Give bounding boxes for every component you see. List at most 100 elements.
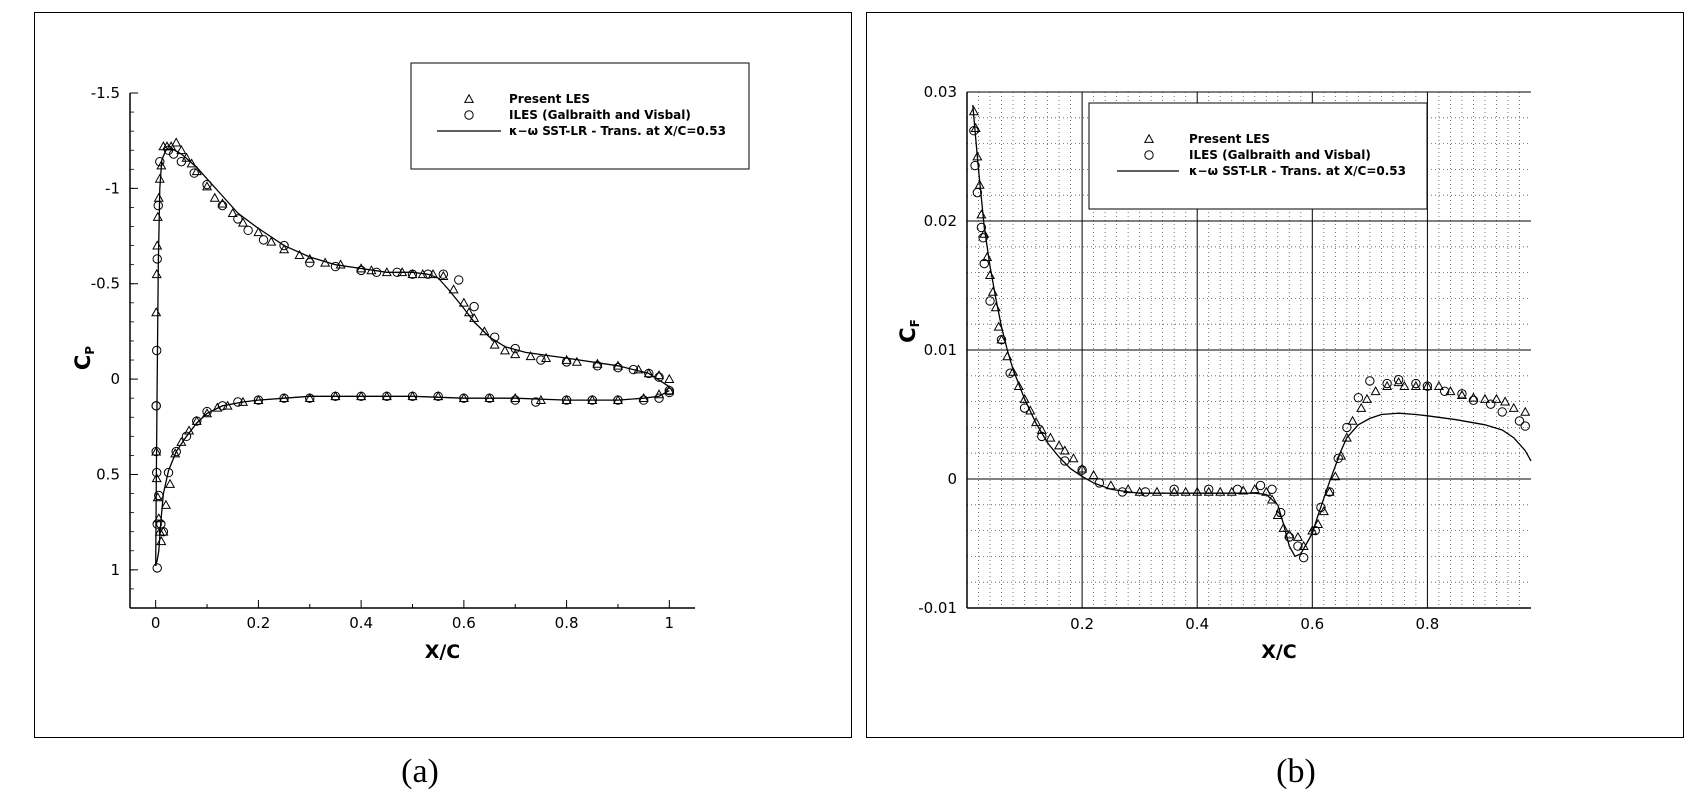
b-les-point <box>1330 471 1341 481</box>
b-les-point <box>993 321 1004 331</box>
a-les-point <box>592 358 603 368</box>
a-iles-point <box>561 395 572 405</box>
b-les-point <box>1382 380 1393 390</box>
a-series-les <box>151 137 675 546</box>
a-les-point <box>612 360 624 370</box>
a-les-point <box>186 158 197 168</box>
a-les-point <box>184 425 195 435</box>
a-les-point <box>266 236 277 246</box>
b-iles-point <box>1324 487 1335 497</box>
a-les-point <box>304 392 315 403</box>
b-iles-point <box>1342 422 1352 433</box>
a-les-point <box>561 354 572 364</box>
b-iles-point <box>1382 378 1392 389</box>
a-les-point <box>458 297 469 307</box>
a-les-point <box>176 436 187 446</box>
b-les-point <box>1468 392 1479 402</box>
b-les-point <box>1019 393 1030 403</box>
a-les-point <box>152 240 163 250</box>
a-iles-point <box>154 490 164 501</box>
a-legend-label-0: Present LES <box>509 92 590 106</box>
a-iles-point <box>664 387 675 398</box>
a-les-point <box>176 144 187 155</box>
a-les-point <box>153 192 164 202</box>
b-iles-point <box>972 187 983 198</box>
b-x-tick-label: 0.6 <box>1300 615 1324 633</box>
a-les-point <box>191 165 202 176</box>
a-sst-upper-curve <box>155 147 670 567</box>
a-les-point <box>407 268 418 279</box>
a-legend-label-2: κ−ω SST-LR - Trans. at X/C=0.53 <box>509 124 726 138</box>
chart-a-svg: 0 0.2 0.4 0.6 0.8 1 -1.5 -1 -0.5 0 0.5 1 X/C CP Presen… <box>71 62 750 663</box>
b-iles-point <box>1077 465 1087 475</box>
a-iles-point <box>168 149 179 159</box>
a-les-point <box>165 478 176 488</box>
b-iles-point <box>1204 484 1214 495</box>
b-iles-point <box>985 296 995 306</box>
a-les-point <box>561 394 572 404</box>
b-iles-point <box>1232 484 1243 495</box>
a-iles-point <box>587 395 597 405</box>
b-iles-point <box>969 126 979 136</box>
a-iles-point <box>158 527 169 537</box>
a-les-point <box>469 312 480 322</box>
a-les-point <box>664 373 675 383</box>
b-les-point <box>1031 417 1042 427</box>
b-les-point <box>970 122 981 132</box>
a-y-axis-title: CP <box>71 346 97 370</box>
a-iles-point <box>459 393 469 403</box>
a-iles-point <box>407 391 418 401</box>
a-iles-point <box>163 467 174 478</box>
a-iles-point <box>217 200 228 211</box>
a-les-point <box>335 259 346 269</box>
b-iles-point <box>1060 456 1070 466</box>
a-les-point <box>171 137 182 147</box>
a-legend-label-1: ILES (Galbraith and Visbal) <box>509 108 691 122</box>
a-iles-point <box>279 393 289 403</box>
a-les-point <box>535 394 546 404</box>
b-les-point <box>987 286 998 296</box>
b-iles-point <box>1486 399 1496 409</box>
b-les-point <box>1180 486 1191 496</box>
b-iles-point <box>1298 552 1309 563</box>
b-iles-point <box>976 222 987 233</box>
b-les-point <box>1059 445 1070 455</box>
a-iles-point <box>613 395 623 405</box>
a-les-point <box>201 408 213 418</box>
b-y-tick-label: -0.01 <box>918 599 957 617</box>
a-les-point <box>417 268 428 279</box>
a-les-point <box>154 173 165 183</box>
a-les-point <box>484 392 495 403</box>
a-les-point <box>499 345 511 355</box>
b-les-point <box>1192 486 1203 496</box>
a-iles-point <box>654 372 664 382</box>
b-les-point <box>1410 380 1421 390</box>
a-les-point <box>510 349 521 359</box>
a-iles-point <box>192 416 202 426</box>
b-iles-point <box>1365 376 1375 386</box>
b-iles-point <box>1005 368 1015 378</box>
a-iles-point <box>330 261 341 272</box>
a-iles-point <box>151 446 161 457</box>
b-legend-marker-triangle <box>1143 133 1155 143</box>
a-les-point <box>237 396 249 406</box>
a-les-point <box>209 192 220 202</box>
caption-b: (b) <box>1276 753 1316 790</box>
b-les-point <box>1272 509 1283 519</box>
a-iles-point <box>171 446 181 457</box>
a-sst-lower-curve <box>155 390 670 567</box>
b-iles-point <box>1284 532 1294 542</box>
b-iles-point <box>1411 378 1421 389</box>
a-les-point <box>330 391 341 401</box>
a-iles-point <box>644 368 654 379</box>
b-les-point <box>1422 380 1433 390</box>
b-iles-point <box>1468 395 1479 406</box>
a-les-point <box>643 368 654 378</box>
b-les-point <box>1123 484 1134 494</box>
a-iles-point <box>356 265 366 276</box>
a-les-point <box>653 370 665 380</box>
a-iles-point <box>489 332 500 342</box>
b-les-point <box>1393 377 1404 387</box>
b-series-iles <box>969 126 1530 563</box>
b-iles-point <box>1393 374 1404 385</box>
